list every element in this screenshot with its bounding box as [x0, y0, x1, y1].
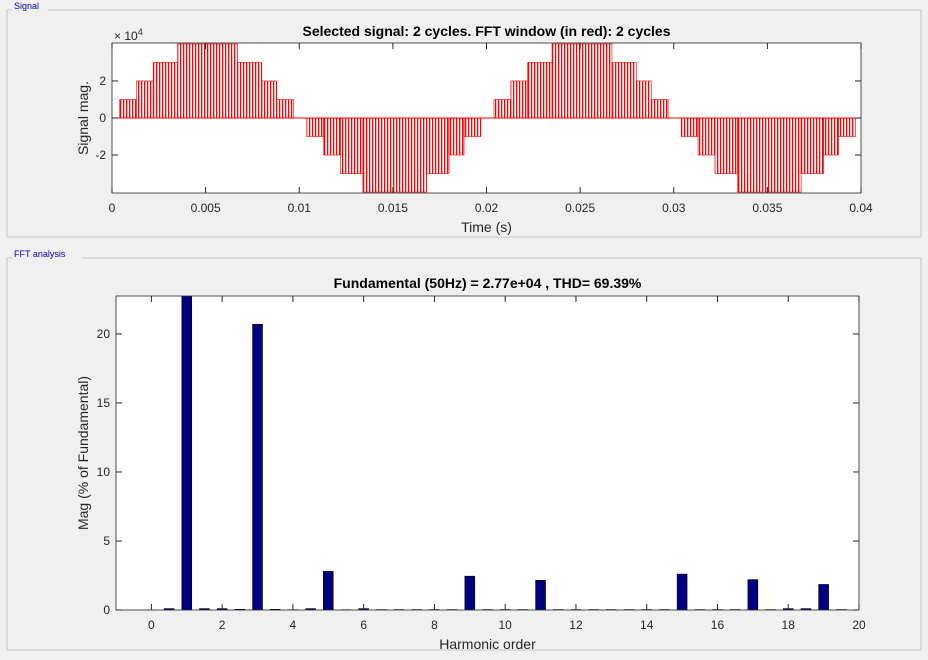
x-axis-label: Time (s)	[461, 219, 512, 235]
bar	[252, 323, 263, 610]
signal-segment	[323, 117, 341, 156]
y-scale-base: × 10	[114, 29, 138, 43]
y-tick-label: 15	[97, 396, 111, 410]
y-tick-label: -2	[95, 148, 106, 162]
x-tick-label: 18	[782, 618, 796, 632]
signal-segment	[838, 117, 856, 137]
x-tick-label: 0.015	[378, 201, 408, 215]
bar	[747, 579, 759, 610]
plot-area	[116, 296, 859, 610]
signal-segment	[119, 99, 137, 119]
signal-segment	[510, 80, 528, 119]
y-axis-label: Mag (% of Fundamental)	[75, 376, 91, 530]
x-tick-label: 10	[499, 618, 513, 632]
signal-segment	[714, 117, 738, 174]
signal-segment	[237, 62, 263, 119]
x-tick-label: 14	[640, 618, 654, 632]
x-tick-label: 0.025	[565, 201, 595, 215]
x-tick-label: 0	[148, 618, 155, 632]
panel-title-bg	[12, 4, 48, 15]
bar	[535, 580, 546, 610]
signal-segment	[340, 117, 364, 174]
x-tick-label: 4	[290, 618, 297, 632]
y-tick-label: 0	[99, 111, 106, 125]
y-tick-label: 10	[97, 465, 111, 479]
bar	[676, 573, 688, 610]
y-scale-label: × 104	[114, 27, 143, 43]
signal-segment	[551, 43, 613, 119]
bar	[464, 575, 476, 610]
signal-segment	[177, 43, 238, 119]
y-scale-power: 4	[138, 27, 143, 37]
bar	[323, 571, 334, 610]
signal-segment	[493, 99, 512, 119]
panel-title: FFT analysis	[14, 249, 66, 259]
panel-title: Signal	[14, 1, 39, 11]
x-axis-label: Harmonic order	[439, 636, 536, 652]
signal-segment	[611, 62, 637, 119]
signal-segment	[800, 117, 824, 174]
signal-segment	[650, 99, 669, 119]
signal-segment	[136, 80, 154, 119]
signal-segment	[448, 117, 465, 156]
x-tick-label: 6	[360, 618, 367, 632]
y-tick-label: 2	[99, 74, 106, 88]
x-tick-label: 16	[711, 618, 725, 632]
panel-border	[6, 257, 922, 651]
signal-segment	[737, 117, 802, 193]
signal-segment	[152, 62, 178, 119]
panel-title-bg	[12, 252, 82, 263]
bar	[818, 584, 829, 610]
signal-segment	[697, 117, 716, 156]
chart-title: Fundamental (50Hz) = 2.77e+04 , THD= 69.…	[334, 275, 642, 291]
signal-segment	[261, 80, 278, 119]
signal-segment	[527, 62, 553, 119]
signal-segment	[362, 117, 427, 193]
signal-segment	[635, 80, 652, 119]
x-tick-label: 0.02	[475, 201, 499, 215]
x-tick-label: 0	[109, 201, 116, 215]
x-tick-label: 2	[219, 618, 226, 632]
x-tick-label: 0.04	[849, 201, 873, 215]
plot-marks	[112, 43, 861, 193]
x-tick-label: 0.035	[752, 201, 782, 215]
y-tick-label: 5	[103, 534, 110, 548]
x-tick-label: 0.005	[191, 201, 221, 215]
x-tick-label: 0.03	[662, 201, 686, 215]
x-tick-label: 0.01	[288, 201, 312, 215]
y-tick-label: 0	[103, 603, 110, 617]
y-tick-label: 20	[97, 327, 111, 341]
panel-border	[6, 9, 922, 238]
signal-segment	[426, 117, 450, 174]
signal-segment	[276, 99, 294, 119]
x-tick-label: 8	[431, 618, 438, 632]
axes-box	[115, 295, 860, 611]
signal-segment	[680, 117, 699, 137]
chart-title: Selected signal: 2 cycles. FFT window (i…	[302, 23, 670, 39]
x-tick-label: 20	[852, 618, 866, 632]
y-axis-label: Signal mag.	[75, 81, 91, 155]
x-tick-label: 12	[569, 618, 583, 632]
signal-segment	[823, 117, 839, 156]
signal-segment	[463, 117, 482, 137]
signal-segment	[306, 117, 324, 137]
